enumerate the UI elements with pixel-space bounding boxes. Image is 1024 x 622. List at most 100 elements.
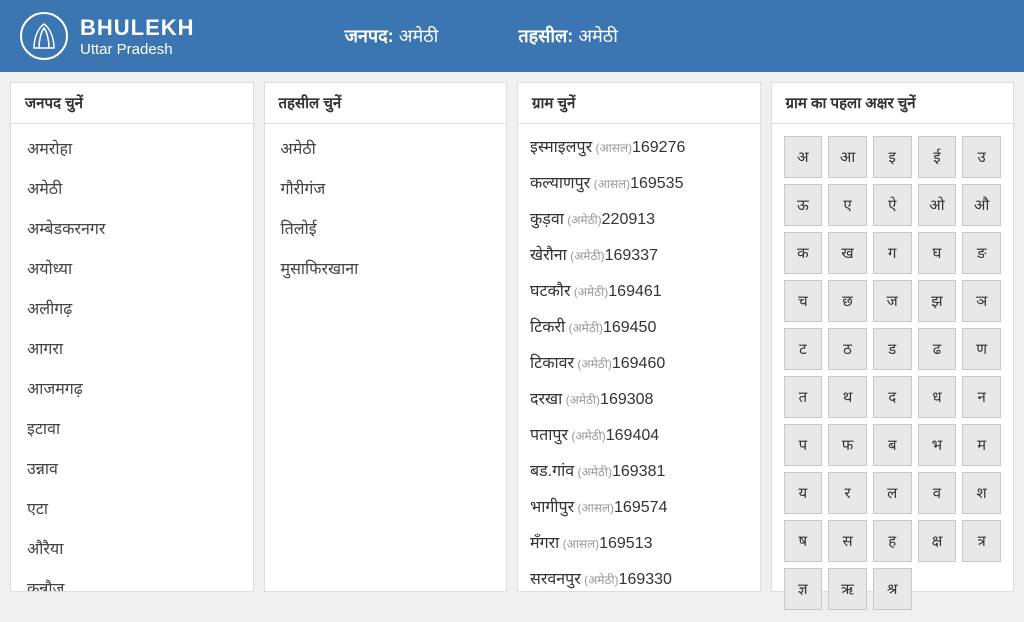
janpad-item[interactable]: अलीगढ़: [11, 288, 253, 328]
village-sub: (अमेठी): [574, 465, 612, 479]
alphabet-button[interactable]: ओ: [918, 184, 957, 226]
janpad-item[interactable]: अमेठी: [11, 168, 253, 208]
alphabet-button[interactable]: क्ष: [918, 520, 957, 562]
janpad-item[interactable]: आजमगढ़: [11, 368, 253, 408]
village-item[interactable]: टिकरी (अमेठी)169450: [518, 308, 760, 344]
alphabet-button[interactable]: ग: [873, 232, 912, 274]
alphabet-button[interactable]: च: [784, 280, 823, 322]
village-item[interactable]: बड.गांव (अमेठी)169381: [518, 452, 760, 488]
alphabet-button[interactable]: व: [918, 472, 957, 514]
alphabet-button[interactable]: ऋ: [828, 568, 867, 610]
village-name: मँगरा: [530, 535, 559, 552]
alphabet-button[interactable]: द: [873, 376, 912, 418]
alphabet-button[interactable]: ब: [873, 424, 912, 466]
alphabet-button[interactable]: ज: [873, 280, 912, 322]
alphabet-button[interactable]: उ: [962, 136, 1001, 178]
village-sub: (अमेठी): [568, 429, 606, 443]
alphabet-button[interactable]: ष: [784, 520, 823, 562]
alphabet-button[interactable]: ञ: [962, 280, 1001, 322]
village-name: घटकौर: [530, 283, 571, 300]
alphabet-button[interactable]: ठ: [828, 328, 867, 370]
village-item[interactable]: सरवनपुर (अमेठी)169330: [518, 560, 760, 591]
village-panel-title: ग्राम चुनें: [518, 83, 760, 124]
janpad-item[interactable]: कन्नौज: [11, 568, 253, 591]
alphabet-button[interactable]: औ: [962, 184, 1001, 226]
village-item[interactable]: घटकौर (अमेठी)169461: [518, 272, 760, 308]
alphabet-button[interactable]: ए: [828, 184, 867, 226]
janpad-info: जनपद: अमेठी: [345, 24, 439, 48]
alphabet-button[interactable]: भ: [918, 424, 957, 466]
alphabet-button[interactable]: श: [962, 472, 1001, 514]
alphabet-button[interactable]: ल: [873, 472, 912, 514]
village-name: बड.गांव: [530, 463, 574, 480]
janpad-item[interactable]: अमरोहा: [11, 128, 253, 168]
tehsil-item[interactable]: अमेठी: [265, 128, 507, 168]
village-code: 169535: [630, 175, 683, 192]
brand-subtitle: Uttar Pradesh: [80, 41, 195, 58]
alphabet-button[interactable]: प: [784, 424, 823, 466]
brand: BHULEKH Uttar Pradesh: [20, 12, 195, 60]
village-name: खेरौना: [530, 247, 567, 264]
village-item[interactable]: कल्याणपुर (आसल)169535: [518, 164, 760, 200]
alphabet-button[interactable]: ख: [828, 232, 867, 274]
alphabet-button[interactable]: त्र: [962, 520, 1001, 562]
alphabet-button[interactable]: ड: [873, 328, 912, 370]
alphabet-button[interactable]: इ: [873, 136, 912, 178]
tehsil-item[interactable]: गौरीगंज: [265, 168, 507, 208]
alphabet-grid: अआइईउऊएऐओऔकखगघङचछजझञटठडढणतथदधनपफबभमयरलवश…: [772, 124, 1014, 622]
alphabet-button[interactable]: ट: [784, 328, 823, 370]
alphabet-button[interactable]: ऊ: [784, 184, 823, 226]
village-item[interactable]: पतापुर (अमेठी)169404: [518, 416, 760, 452]
alphabet-button[interactable]: थ: [828, 376, 867, 418]
tehsil-item[interactable]: तिलोई: [265, 208, 507, 248]
tehsil-panel: तहसील चुनें अमेठीगौरीगंजतिलोईमुसाफिरखाना: [264, 82, 508, 592]
janpad-item[interactable]: एटा: [11, 488, 253, 528]
alphabet-button[interactable]: त: [784, 376, 823, 418]
alphabet-button[interactable]: ण: [962, 328, 1001, 370]
alphabet-button[interactable]: ई: [918, 136, 957, 178]
village-item[interactable]: कुड़वा (अमेठी)220913: [518, 200, 760, 236]
alphabet-button[interactable]: ङ: [962, 232, 1001, 274]
tehsil-value: अमेठी: [578, 26, 618, 46]
alphabet-button[interactable]: क: [784, 232, 823, 274]
alphabet-button[interactable]: र: [828, 472, 867, 514]
village-item[interactable]: भागीपुर (आसल)169574: [518, 488, 760, 524]
alphabet-button[interactable]: छ: [828, 280, 867, 322]
alphabet-button[interactable]: फ: [828, 424, 867, 466]
village-sub: (आसल): [559, 537, 599, 551]
alphabet-button[interactable]: घ: [918, 232, 957, 274]
village-code: 169460: [612, 355, 665, 372]
alphabet-button[interactable]: ह: [873, 520, 912, 562]
tehsil-item[interactable]: मुसाफिरखाना: [265, 248, 507, 288]
village-item[interactable]: दरखा (अमेठी)169308: [518, 380, 760, 416]
alphabet-button[interactable]: म: [962, 424, 1001, 466]
village-sub: (अमेठी): [565, 321, 603, 335]
alphabet-button[interactable]: अ: [784, 136, 823, 178]
alphabet-button[interactable]: ज्ञ: [784, 568, 823, 610]
janpad-item[interactable]: आगरा: [11, 328, 253, 368]
page-header: BHULEKH Uttar Pradesh जनपद: अमेठी तहसील:…: [0, 0, 1024, 72]
village-code: 169308: [600, 391, 653, 408]
alphabet-button[interactable]: ढ: [918, 328, 957, 370]
alphabet-button[interactable]: य: [784, 472, 823, 514]
alphabet-button[interactable]: ऐ: [873, 184, 912, 226]
village-item[interactable]: मँगरा (आसल)169513: [518, 524, 760, 560]
janpad-item[interactable]: अम्बेडकरनगर: [11, 208, 253, 248]
alphabet-button[interactable]: ध: [918, 376, 957, 418]
janpad-item[interactable]: उन्नाव: [11, 448, 253, 488]
tehsil-list: अमेठीगौरीगंजतिलोईमुसाफिरखाना: [265, 124, 507, 591]
alphabet-button[interactable]: झ: [918, 280, 957, 322]
janpad-item[interactable]: इटावा: [11, 408, 253, 448]
alphabet-button[interactable]: न: [962, 376, 1001, 418]
village-item[interactable]: खेरौना (अमेठी)169337: [518, 236, 760, 272]
alphabet-button[interactable]: आ: [828, 136, 867, 178]
village-item[interactable]: इस्माइलपुर (आसल)169276: [518, 128, 760, 164]
village-name: कुड़वा: [530, 211, 564, 228]
janpad-item[interactable]: औरैया: [11, 528, 253, 568]
village-name: टिकावर: [530, 355, 574, 372]
village-sub: (अमेठी): [574, 357, 612, 371]
alphabet-button[interactable]: स: [828, 520, 867, 562]
alphabet-button[interactable]: श्र: [873, 568, 912, 610]
janpad-item[interactable]: अयोध्या: [11, 248, 253, 288]
village-item[interactable]: टिकावर (अमेठी)169460: [518, 344, 760, 380]
